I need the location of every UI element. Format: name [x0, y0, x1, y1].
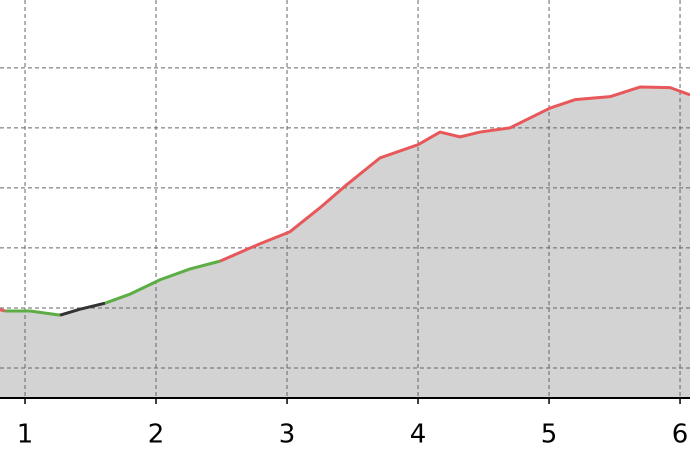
- area: [0, 309, 6, 399]
- area: [104, 260, 221, 399]
- profile-line: [59, 301, 106, 317]
- area: [4, 310, 61, 399]
- x-tick-label: 3: [279, 420, 296, 450]
- area: [219, 86, 690, 399]
- area: [59, 302, 106, 399]
- x-tick-label: 5: [541, 420, 558, 450]
- profile-line: [0, 308, 6, 313]
- profile-line: [219, 85, 690, 263]
- x-tick-label: 6: [672, 420, 689, 450]
- profile-line: [4, 309, 61, 317]
- x-tick-label: 4: [410, 420, 427, 450]
- profile-line: [104, 259, 221, 305]
- x-tick-label: 2: [148, 420, 165, 450]
- x-tick-label: 1: [17, 420, 34, 450]
